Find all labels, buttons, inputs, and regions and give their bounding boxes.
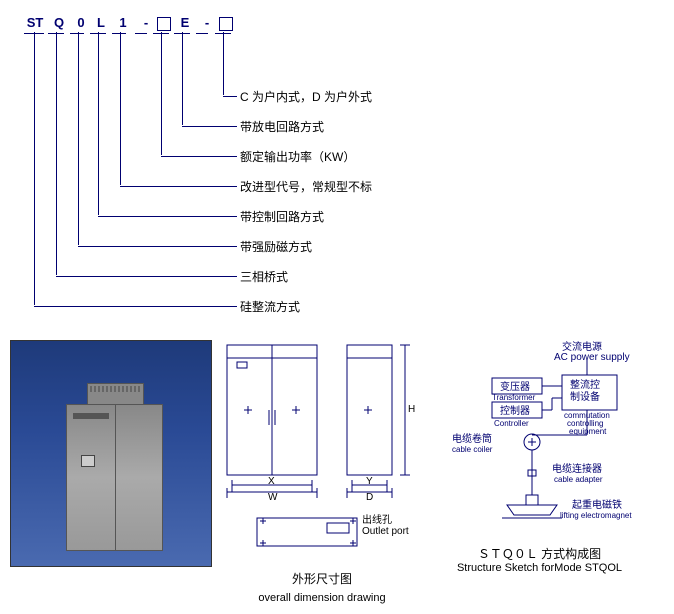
product-photo [10, 340, 212, 567]
svg-text:Transformer: Transformer [492, 393, 536, 402]
svg-text:equipment: equipment [569, 427, 607, 436]
desc-text: 带强励磁方式 [240, 238, 312, 255]
outlet-en: Outlet port [362, 526, 409, 537]
desc-text: 带放电回路方式 [240, 118, 324, 135]
desc-text: 三相桥式 [240, 268, 288, 285]
struct-title-en: Structure Sketch forMode STQOL [432, 562, 647, 574]
code-char: Q [48, 15, 70, 30]
code-char: ST [24, 15, 46, 30]
svg-text:cable adapter: cable adapter [554, 475, 603, 484]
svg-text:整流控: 整流控 [570, 378, 600, 391]
struct-title-cn: ＳＴＱ０Ｌ 方式构成图 [432, 545, 647, 562]
dim-d: D [366, 492, 373, 503]
bottom-section: X W H Y D 出线孔 Outlet port 外形尺寸图 overall … [10, 340, 664, 604]
desc-text: 额定输出功率（KW） [240, 148, 355, 165]
dim-title-cn: 外形尺寸图 [222, 570, 422, 587]
model-code-diagram: ST Q 0 L 1 - E - C 为户内式，D 为户外式 带放电回路方式 额… [10, 10, 664, 340]
svg-text:电缆卷筒: 电缆卷筒 [452, 432, 492, 445]
dimension-drawing: X W H Y D 出线孔 Outlet port 外形尺寸图 overall … [222, 340, 422, 604]
outlet-cn: 出线孔 [362, 513, 392, 526]
svg-text:Controller: Controller [494, 419, 529, 428]
svg-text:起重电磁铁: 起重电磁铁 [572, 498, 622, 511]
dim-w: W [268, 492, 278, 503]
desc-text: C 为户内式，D 为户外式 [240, 88, 372, 105]
desc-text: 带控制回路方式 [240, 208, 324, 225]
svg-text:变压器: 变压器 [500, 380, 530, 393]
structure-sketch: 交流电源 AC power supply 变压器 Transformer 控制器… [432, 340, 647, 574]
dim-x: X [268, 476, 275, 487]
dim-title-en: overall dimension drawing [222, 592, 422, 604]
dim-y: Y [366, 476, 373, 487]
code-char: L [90, 15, 112, 30]
desc-text: 硅整流方式 [240, 298, 300, 315]
cabinet-body [66, 404, 163, 551]
desc-text: 改进型代号，常规型不标 [240, 178, 372, 195]
code-char: E [174, 15, 196, 30]
svg-text:lifting electromagnet: lifting electromagnet [560, 511, 632, 520]
cabinet-top [87, 383, 144, 405]
code-char: 0 [70, 15, 92, 30]
code-char: 1 [112, 15, 134, 30]
svg-text:AC power supply: AC power supply [554, 352, 630, 363]
svg-text:cable coiler: cable coiler [452, 445, 493, 454]
svg-text:电缆连接器: 电缆连接器 [552, 462, 602, 475]
dim-h: H [408, 404, 415, 415]
svg-text:控制器: 控制器 [500, 404, 530, 417]
svg-text:制设备: 制设备 [570, 390, 600, 403]
